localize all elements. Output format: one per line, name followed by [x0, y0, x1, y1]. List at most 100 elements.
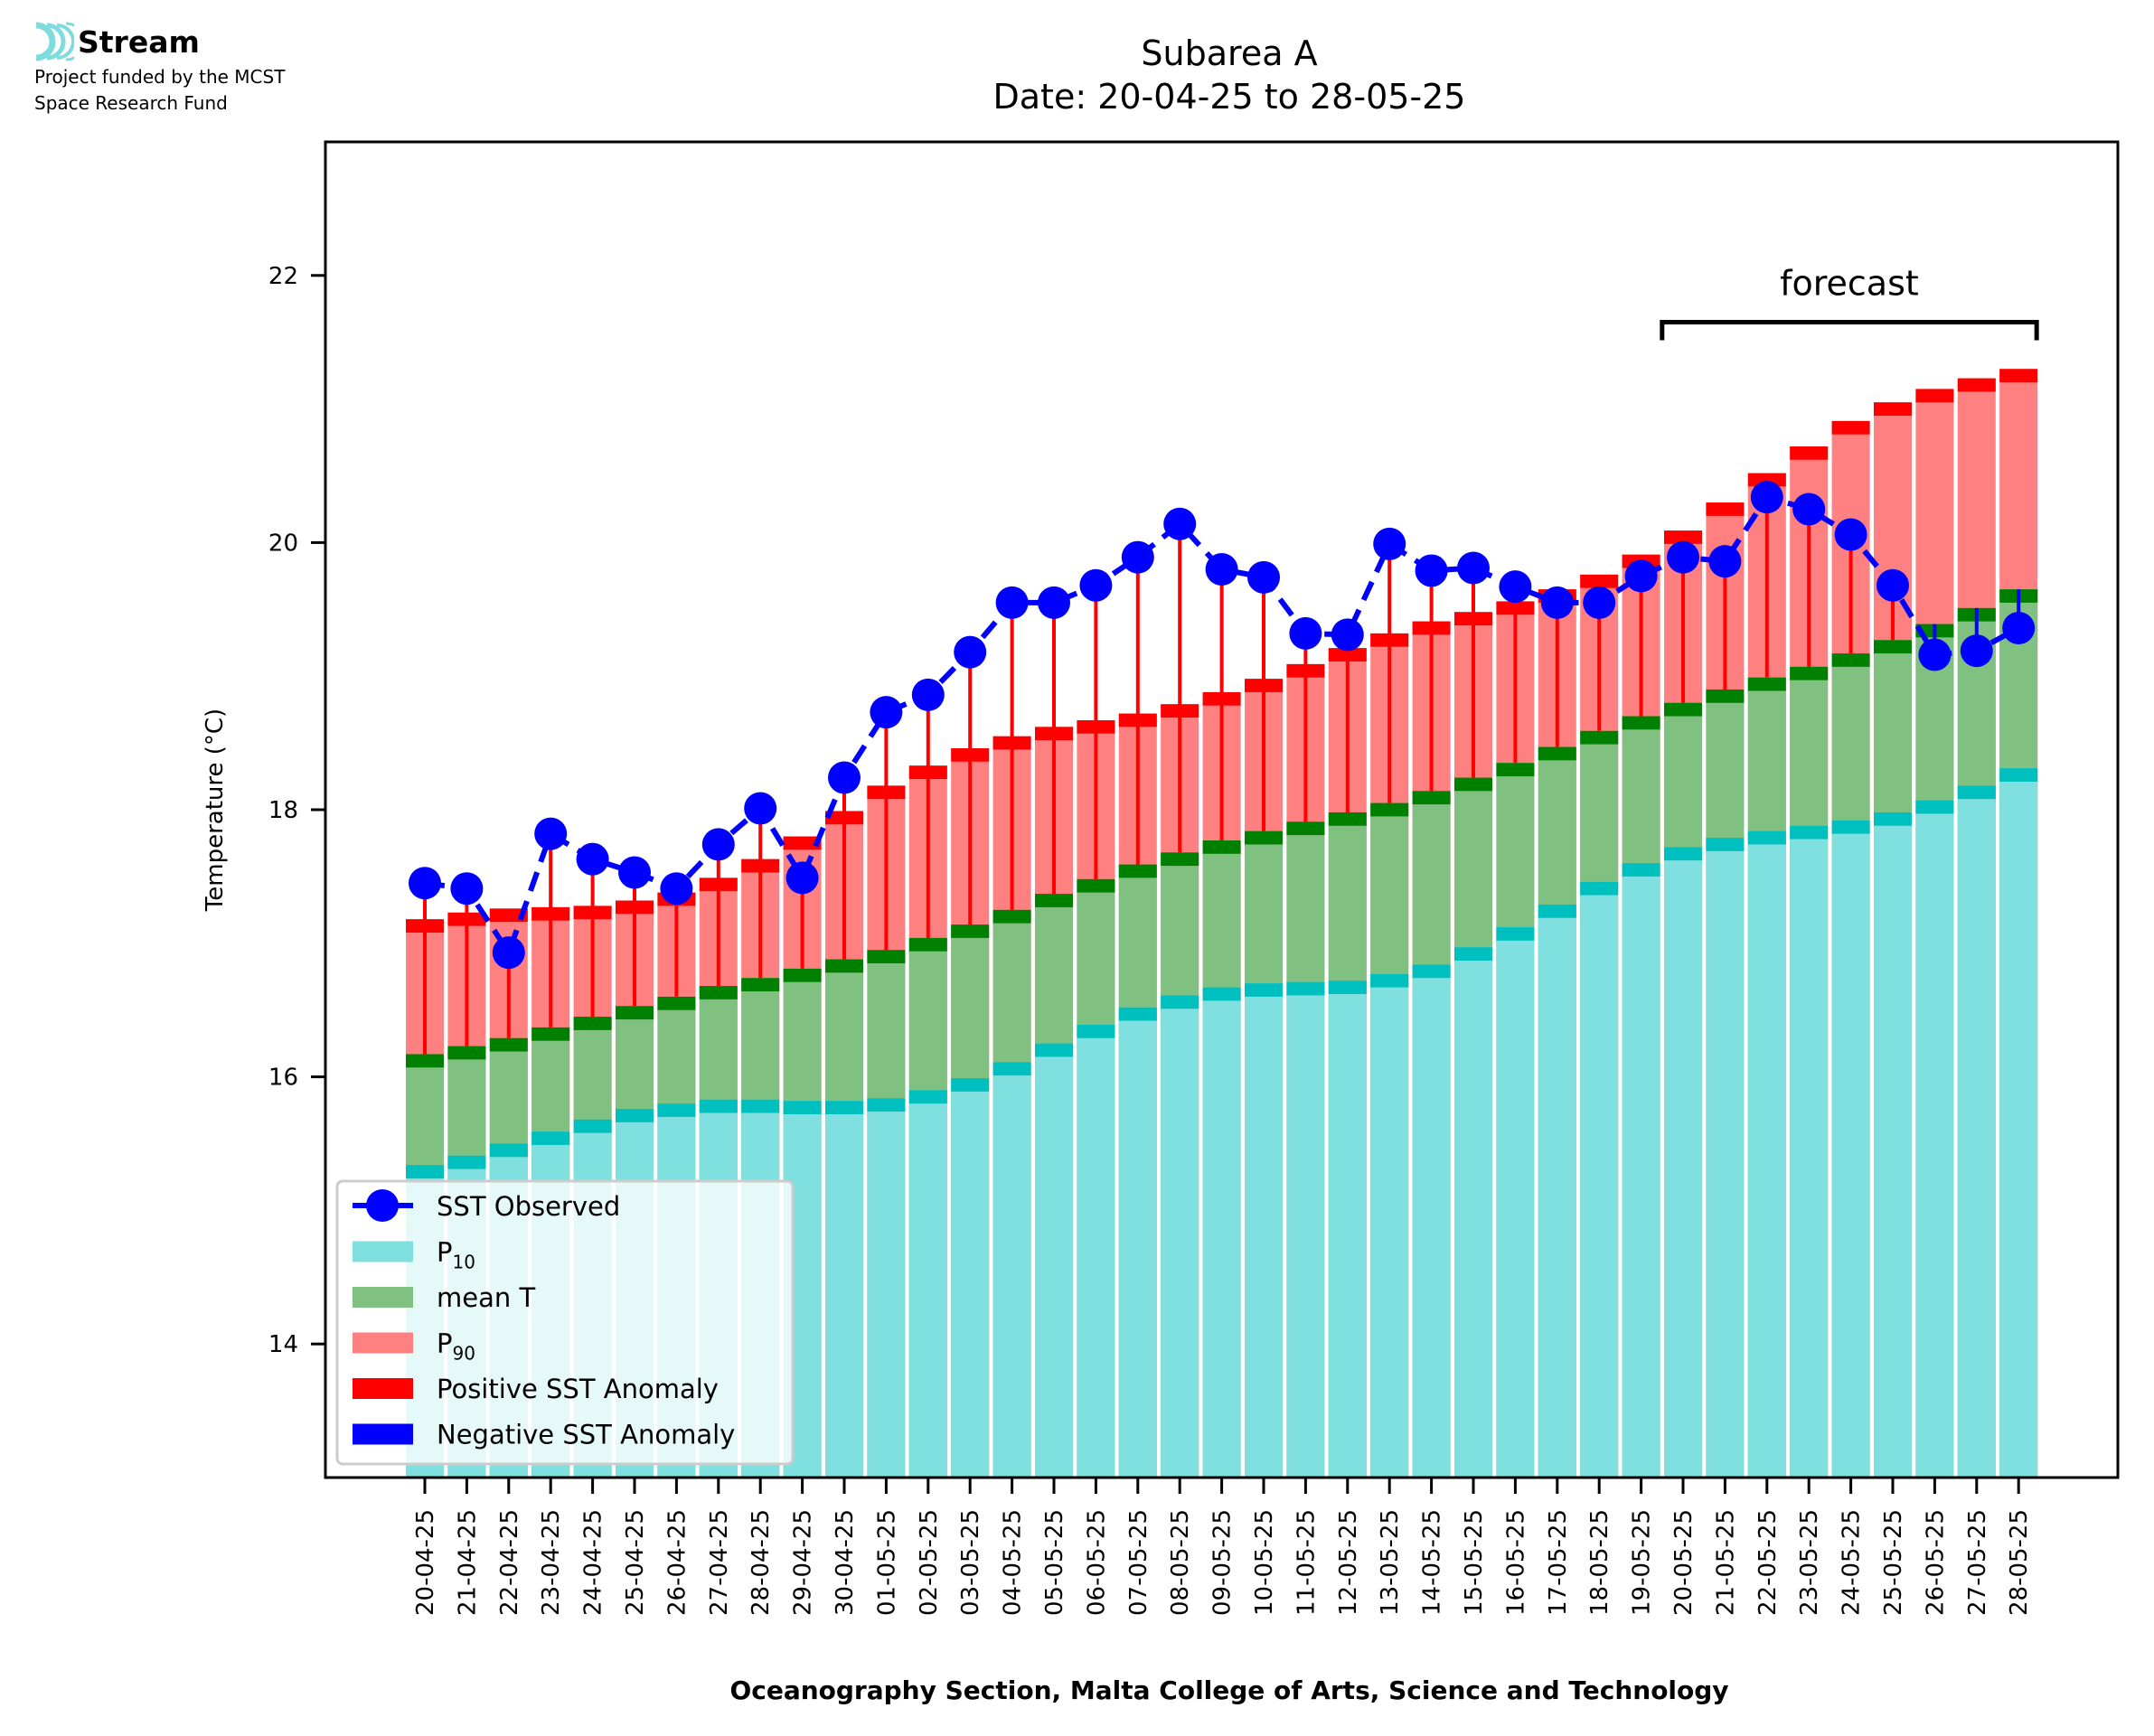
bar-p90-top-stripe	[783, 836, 822, 850]
bar-p10-top-stripe	[1538, 904, 1576, 918]
bar-p10	[1328, 981, 1367, 1478]
x-tick-label: 14-05-25	[1419, 1509, 1446, 1616]
bar-p10-top-stripe	[1664, 847, 1702, 861]
bar-p10	[1747, 830, 1786, 1478]
x-tick-label: 30-04-25	[832, 1509, 859, 1616]
logo-subtitle-line-2: Space Research Fund	[34, 92, 228, 114]
x-tick-label: 27-05-25	[1964, 1509, 1991, 1616]
bar-mean-top-stripe	[951, 924, 990, 938]
sst-point	[1540, 586, 1574, 619]
x-tick-label: 02-05-25	[916, 1509, 943, 1616]
y-tick-label: 18	[268, 797, 298, 824]
bar-mean-top-stripe	[1161, 852, 1199, 867]
bar-p10-top-stripe	[1915, 800, 1954, 814]
bar-p10	[1831, 820, 1870, 1478]
sst-point	[1708, 545, 1742, 578]
sst-point	[1079, 568, 1113, 602]
y-tick-label: 16	[268, 1065, 298, 1092]
forecast-label: forecast	[1780, 264, 1919, 304]
y-axis: 14 16 18 20 22	[268, 263, 325, 1358]
bar-mean-top-stripe	[531, 1027, 570, 1041]
bar-p10-top-stripe	[1874, 812, 1912, 826]
bar-p90-top-stripe	[1747, 473, 1786, 487]
x-tick-label: 25-05-25	[1880, 1509, 1907, 1616]
bar-p10-top-stripe	[1245, 983, 1283, 997]
sst-point	[1834, 518, 1867, 551]
x-tick-label: 15-05-25	[1461, 1509, 1488, 1616]
bar-p10-top-stripe	[951, 1078, 990, 1092]
bar-mean-top-stripe	[1370, 802, 1409, 817]
x-tick-label: 28-05-25	[2006, 1509, 2033, 1616]
bar-p10	[1496, 927, 1535, 1478]
stream-logo-icon	[34, 22, 74, 61]
x-axis-label: Oceanography Section, Malta College of A…	[729, 1675, 1728, 1705]
bar-p10-top-stripe	[447, 1155, 486, 1169]
bar-p90-top-stripe	[1915, 389, 1954, 403]
bar-p10	[992, 1062, 1031, 1478]
bar-p10	[1957, 785, 1996, 1478]
bar-p10-top-stripe	[908, 1090, 947, 1104]
bar-p10-top-stripe	[1161, 995, 1199, 1009]
x-tick-label: 03-05-25	[957, 1509, 984, 1616]
sst-point	[2002, 611, 2036, 644]
x-tick-label: 06-05-25	[1083, 1509, 1110, 1616]
bar-mean-top-stripe	[1496, 763, 1535, 777]
x-tick-label: 12-05-25	[1335, 1509, 1362, 1616]
sst-point	[1038, 586, 1070, 619]
legend-label: Negative SST Anomaly	[437, 1420, 735, 1450]
legend-swatch-marker	[366, 1189, 399, 1222]
bar-mean-top-stripe	[1202, 840, 1241, 854]
bar-p10	[1035, 1043, 1073, 1478]
bar-p90-top-stripe	[1580, 574, 1619, 588]
bar-p10	[1077, 1024, 1115, 1478]
bar-mean-top-stripe	[741, 978, 780, 992]
bar-p10-top-stripe	[1747, 830, 1786, 845]
sst-point	[450, 872, 484, 906]
sst-point	[1624, 559, 1658, 593]
bar-p10	[1202, 987, 1241, 1478]
bar-mean-top-stripe	[1747, 677, 1786, 691]
bar-p10	[1622, 863, 1660, 1478]
sst-point	[1373, 527, 1406, 560]
bar-p10-top-stripe	[1202, 987, 1241, 1001]
bar-p10-top-stripe	[1328, 981, 1367, 994]
legend-label: SST Observed	[437, 1191, 620, 1222]
sst-point	[1960, 634, 1993, 668]
bar-mean-top-stripe	[616, 1006, 654, 1020]
sst-point	[870, 696, 903, 729]
bar-p10-top-stripe	[699, 1099, 738, 1113]
x-tick-label: 17-05-25	[1545, 1509, 1572, 1616]
sst-point	[1163, 507, 1197, 540]
x-tick-label: 04-05-25	[1000, 1509, 1027, 1616]
bar-p10-top-stripe	[657, 1103, 696, 1117]
sst-point	[1205, 552, 1238, 586]
sst-point	[1121, 540, 1154, 574]
bar-p90-top-stripe	[1706, 502, 1745, 516]
x-tick-label: 19-05-25	[1629, 1509, 1656, 1616]
bar-p10-top-stripe	[825, 1101, 863, 1114]
bar-p10-top-stripe	[1706, 838, 1745, 851]
x-tick-label: 16-05-25	[1502, 1509, 1529, 1616]
bar-p10-top-stripe	[1077, 1024, 1115, 1038]
legend-label: mean T	[437, 1282, 535, 1313]
bar-mean-top-stripe	[1874, 640, 1912, 654]
bar-p10	[1538, 904, 1576, 1478]
x-tick-label: 20-04-25	[412, 1509, 439, 1616]
x-tick-label: 26-04-25	[663, 1509, 691, 1616]
bar-p10-top-stripe	[867, 1098, 906, 1112]
bar-p10-top-stripe	[1622, 863, 1660, 877]
bar-p10-top-stripe	[1035, 1043, 1073, 1057]
x-tick-label: 23-04-25	[538, 1509, 565, 1616]
legend-box	[335, 1179, 795, 1466]
bar-p10-top-stripe	[1580, 881, 1619, 896]
bar-mean-top-stripe	[1328, 812, 1367, 826]
bar-mean-top-stripe	[1790, 666, 1829, 680]
bar-p10-top-stripe	[1454, 947, 1492, 962]
legend-item: Positive SST Anomaly	[353, 1374, 719, 1404]
bar-p10	[1286, 981, 1325, 1478]
sst-point	[1583, 586, 1616, 619]
legend-label: P10	[437, 1237, 475, 1273]
sst-point	[1792, 493, 1826, 526]
x-tick-label: 22-04-25	[496, 1509, 523, 1616]
anomaly-layer	[423, 497, 2021, 1055]
